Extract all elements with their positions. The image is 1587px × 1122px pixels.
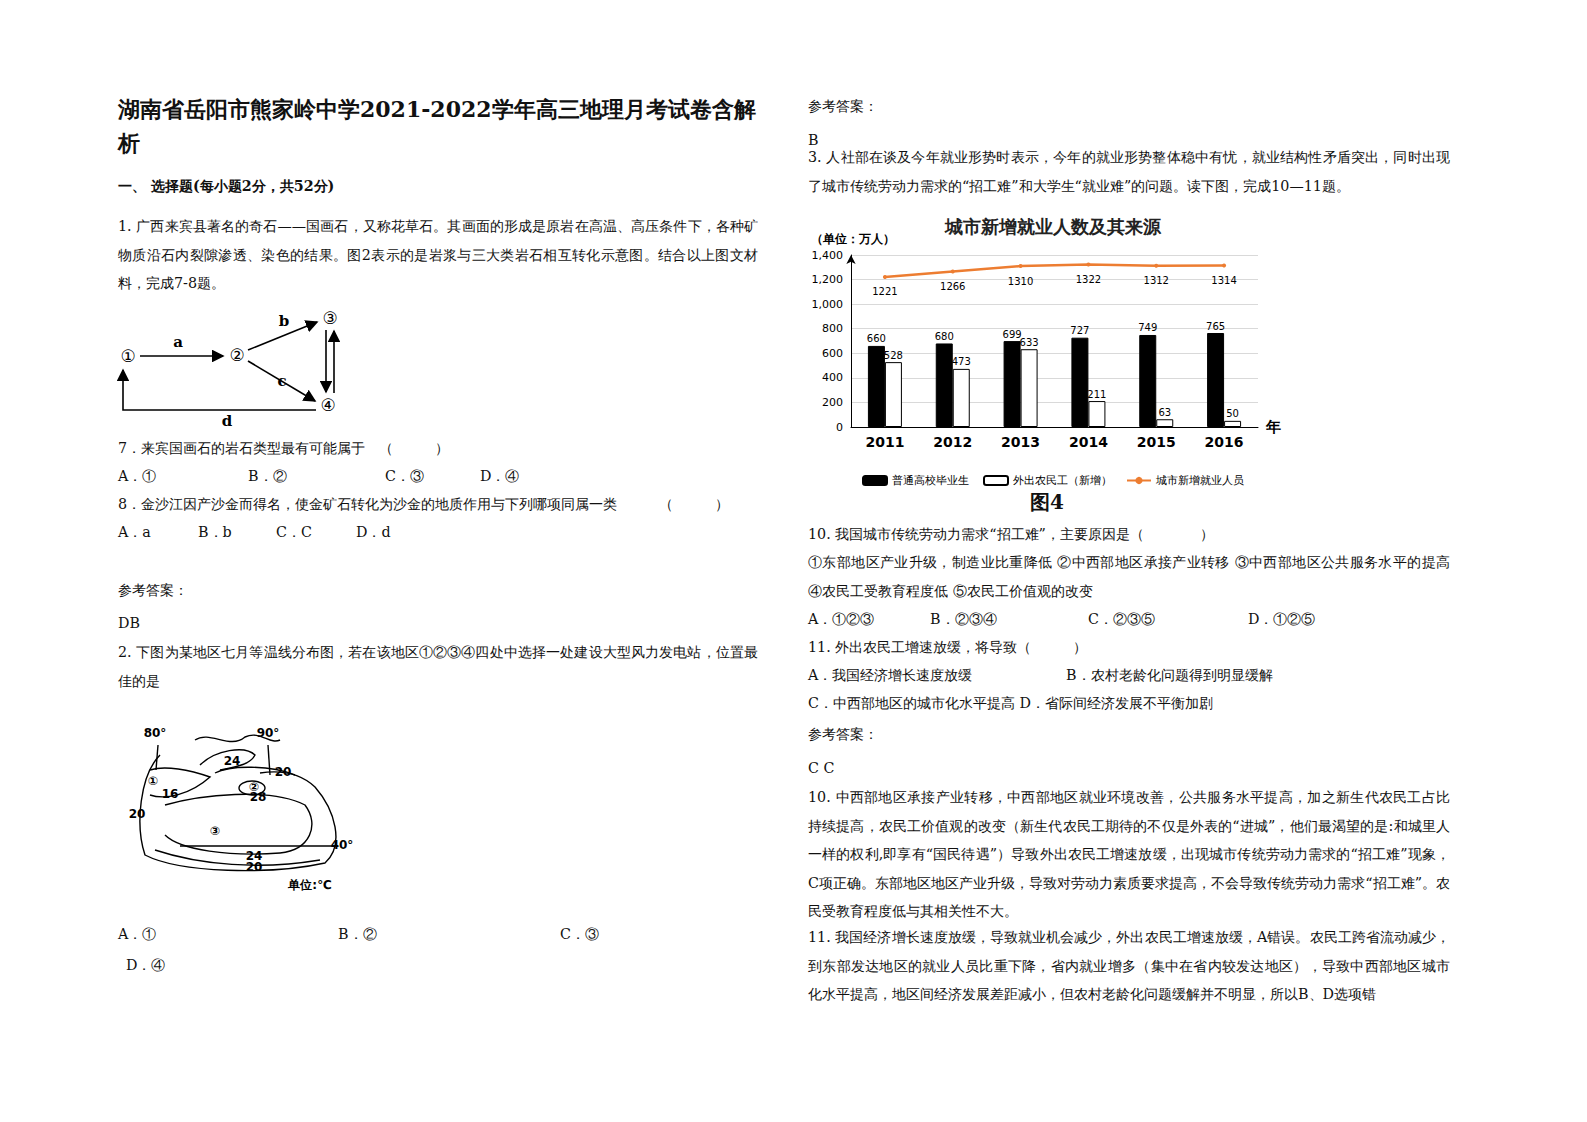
svg-text:b: b bbox=[279, 312, 290, 330]
svg-text:40°: 40° bbox=[331, 838, 354, 852]
svg-text:749: 749 bbox=[1138, 322, 1157, 333]
svg-text:普通高校毕业生: 普通高校毕业生 bbox=[892, 474, 969, 487]
svg-text:660: 660 bbox=[867, 333, 886, 344]
svg-text:①: ① bbox=[148, 774, 158, 788]
html-text:B．②: B．② bbox=[248, 468, 287, 484]
html-text:8．金沙江因产沙金而得名，使金矿石转化为沙金的地质作用与下列: 8．金沙江因产沙金而得名，使金矿石转化为沙金的地质作用与下列哪项同属一类 （ ） bbox=[118, 496, 730, 512]
svg-text:473: 473 bbox=[952, 356, 971, 367]
html-text:A．①②③: A．①②③ bbox=[808, 611, 875, 627]
svg-text:699: 699 bbox=[1002, 328, 1022, 340]
svg-text:③: ③ bbox=[322, 308, 337, 328]
svg-text:2012: 2012 bbox=[933, 434, 972, 450]
svg-text:单位:℃: 单位:℃ bbox=[287, 878, 331, 892]
svg-text:24: 24 bbox=[245, 849, 263, 863]
svg-text:城市新增就业人员: 城市新增就业人员 bbox=[1155, 474, 1244, 487]
html-text:C．③: C．③ bbox=[560, 926, 599, 942]
html-text:A．我国经济增长速度放缓: A．我国经济增长速度放缓 bbox=[808, 667, 973, 683]
svg-text:1266: 1266 bbox=[940, 281, 965, 292]
html-text:C．C: C．C bbox=[276, 524, 312, 540]
html-text:DB: DB bbox=[118, 615, 140, 631]
html-text:3. 人社部在谈及今年就业形势时表示，今年的就业形势整体稳中: 3. 人社部在谈及今年就业形势时表示，今年的就业形势整体稳中有忧，就业结构性矛盾… bbox=[808, 149, 1450, 194]
svg-text:633: 633 bbox=[1020, 337, 1039, 348]
svg-text:680: 680 bbox=[935, 331, 954, 342]
html-text:11. 外出农民工增速放缓，将导致（ ）: 11. 外出农民工增速放缓，将导致（ ） bbox=[808, 639, 1088, 655]
html-text:B: B bbox=[808, 132, 819, 148]
svg-text:城市新增就业人数及其来源: 城市新增就业人数及其来源 bbox=[944, 216, 1162, 237]
svg-text:2016: 2016 bbox=[1205, 434, 1244, 450]
svg-text:1312: 1312 bbox=[1144, 275, 1169, 286]
svg-text:④: ④ bbox=[320, 395, 335, 415]
svg-text:24: 24 bbox=[224, 754, 241, 768]
svg-text:16: 16 bbox=[162, 787, 179, 801]
html-text:C．中西部地区的城市化水平提高 D．省际间经济发展不平衡加剧: C．中西部地区的城市化水平提高 D．省际间经济发展不平衡加剧 bbox=[808, 695, 1213, 711]
svg-text:50: 50 bbox=[1226, 408, 1239, 419]
html-text:D．④: D．④ bbox=[126, 957, 166, 973]
html-text:A．①: A．① bbox=[118, 468, 157, 484]
html-text:图4: 图4 bbox=[1030, 490, 1064, 514]
svg-text:1,400: 1,400 bbox=[812, 249, 844, 262]
html-text:B．②: B．② bbox=[338, 926, 377, 942]
html-text:C．②③⑤: C．②③⑤ bbox=[1088, 611, 1155, 627]
svg-text:2013: 2013 bbox=[1001, 434, 1040, 450]
html-text:7．来宾国画石的岩石类型最有可能属于 （ ）: 7．来宾国画石的岩石类型最有可能属于 （ ） bbox=[118, 440, 450, 456]
svg-text:2014: 2014 bbox=[1069, 434, 1108, 450]
html-text:①东部地区产业升级，制造业比重降低 ②中西部地区承接产业转移: ①东部地区产业升级，制造业比重降低 ②中西部地区承接产业转移 ③中西部地区公共服… bbox=[808, 554, 1450, 599]
svg-text:20: 20 bbox=[275, 765, 292, 779]
svg-text:c: c bbox=[277, 372, 286, 390]
svg-text:727: 727 bbox=[1070, 325, 1089, 336]
svg-text:②: ② bbox=[229, 345, 244, 365]
svg-text:800: 800 bbox=[822, 322, 843, 335]
svg-text:28: 28 bbox=[250, 790, 267, 804]
svg-text:0: 0 bbox=[836, 421, 843, 434]
svg-text:200: 200 bbox=[822, 396, 843, 409]
svg-text:2011: 2011 bbox=[865, 434, 904, 450]
svg-text:20: 20 bbox=[246, 860, 263, 874]
svg-text:1,200: 1,200 bbox=[812, 273, 844, 286]
html-text:B．农村老龄化问题得到明显缓解: B．农村老龄化问题得到明显缓解 bbox=[1066, 667, 1273, 683]
html-text:湖南省岳阳市熊家岭中学2021-2022学年高三地理月考试卷: 湖南省岳阳市熊家岭中学2021-2022学年高三地理月考试卷含解析 bbox=[118, 96, 756, 156]
html-text:参考答案：: 参考答案： bbox=[118, 582, 188, 598]
svg-text:a: a bbox=[173, 333, 183, 351]
html-text:2. 下图为某地区七月等温线分布图，若在该地区①②③④四处中: 2. 下图为某地区七月等温线分布图，若在该地区①②③④四处中选择一处建设大型风力… bbox=[118, 644, 758, 689]
html-text:D．d: D．d bbox=[356, 524, 391, 540]
html-text:C C: C C bbox=[808, 760, 835, 776]
svg-text:600: 600 bbox=[822, 347, 843, 360]
svg-text:（单位：万人）: （单位：万人） bbox=[811, 232, 895, 246]
svg-text:90°: 90° bbox=[257, 726, 280, 740]
svg-text:外出农民工（新增）: 外出农民工（新增） bbox=[1013, 474, 1112, 487]
svg-text:①: ① bbox=[120, 346, 135, 366]
svg-text:1314: 1314 bbox=[1211, 275, 1236, 286]
html-text:参考答案：: 参考答案： bbox=[808, 726, 878, 742]
svg-text:1310: 1310 bbox=[1008, 276, 1033, 287]
html-text:A．a: A．a bbox=[118, 524, 151, 540]
html-text:10. 我国城市传统劳动力需求“招工难”，主要原因是（ ）: 10. 我国城市传统劳动力需求“招工难”，主要原因是（ ） bbox=[808, 526, 1214, 542]
svg-text:1,000: 1,000 bbox=[812, 298, 844, 311]
svg-text:20: 20 bbox=[129, 807, 146, 821]
html-text:参考答案：: 参考答案： bbox=[808, 98, 878, 114]
svg-text:年: 年 bbox=[1265, 418, 1281, 436]
svg-text:63: 63 bbox=[1158, 407, 1171, 418]
html-text:B．②③④: B．②③④ bbox=[930, 611, 997, 627]
html-text:11. 我国经济增长速度放缓，导致就业机会减少，外出农民工增: 11. 我国经济增长速度放缓，导致就业机会减少，外出农民工增速放缓，A错误。农民… bbox=[808, 929, 1450, 1002]
html-text:C．③: C．③ bbox=[385, 468, 424, 484]
svg-text:528: 528 bbox=[884, 350, 903, 361]
svg-text:1221: 1221 bbox=[872, 286, 897, 297]
svg-text:80°: 80° bbox=[144, 726, 167, 740]
svg-text:211: 211 bbox=[1087, 389, 1106, 400]
html-text:D．①②⑤: D．①②⑤ bbox=[1248, 611, 1316, 627]
html-text:1. 广西来宾县著名的奇石——国画石，又称花草石。其画面的形: 1. 广西来宾县著名的奇石——国画石，又称花草石。其画面的形成是原岩在高温、高压… bbox=[118, 218, 758, 291]
html-text:10. 中西部地区承接产业转移，中西部地区就业环境改善，公共: 10. 中西部地区承接产业转移，中西部地区就业环境改善，公共服务水平提高，加之新… bbox=[808, 789, 1450, 919]
svg-text:d: d bbox=[222, 412, 233, 430]
html-text:D．④: D．④ bbox=[480, 468, 520, 484]
html-text:A．①: A．① bbox=[118, 926, 157, 942]
html-text:一、 选择题(每小题2分，共52分): 一、 选择题(每小题2分，共52分) bbox=[118, 178, 335, 194]
html-text:B．b: B．b bbox=[198, 524, 232, 540]
svg-text:③: ③ bbox=[210, 824, 220, 838]
svg-text:400: 400 bbox=[822, 371, 843, 384]
svg-text:1322: 1322 bbox=[1076, 274, 1101, 285]
svg-text:2015: 2015 bbox=[1137, 434, 1176, 450]
svg-text:765: 765 bbox=[1206, 321, 1225, 332]
svg-text:②: ② bbox=[248, 780, 260, 794]
